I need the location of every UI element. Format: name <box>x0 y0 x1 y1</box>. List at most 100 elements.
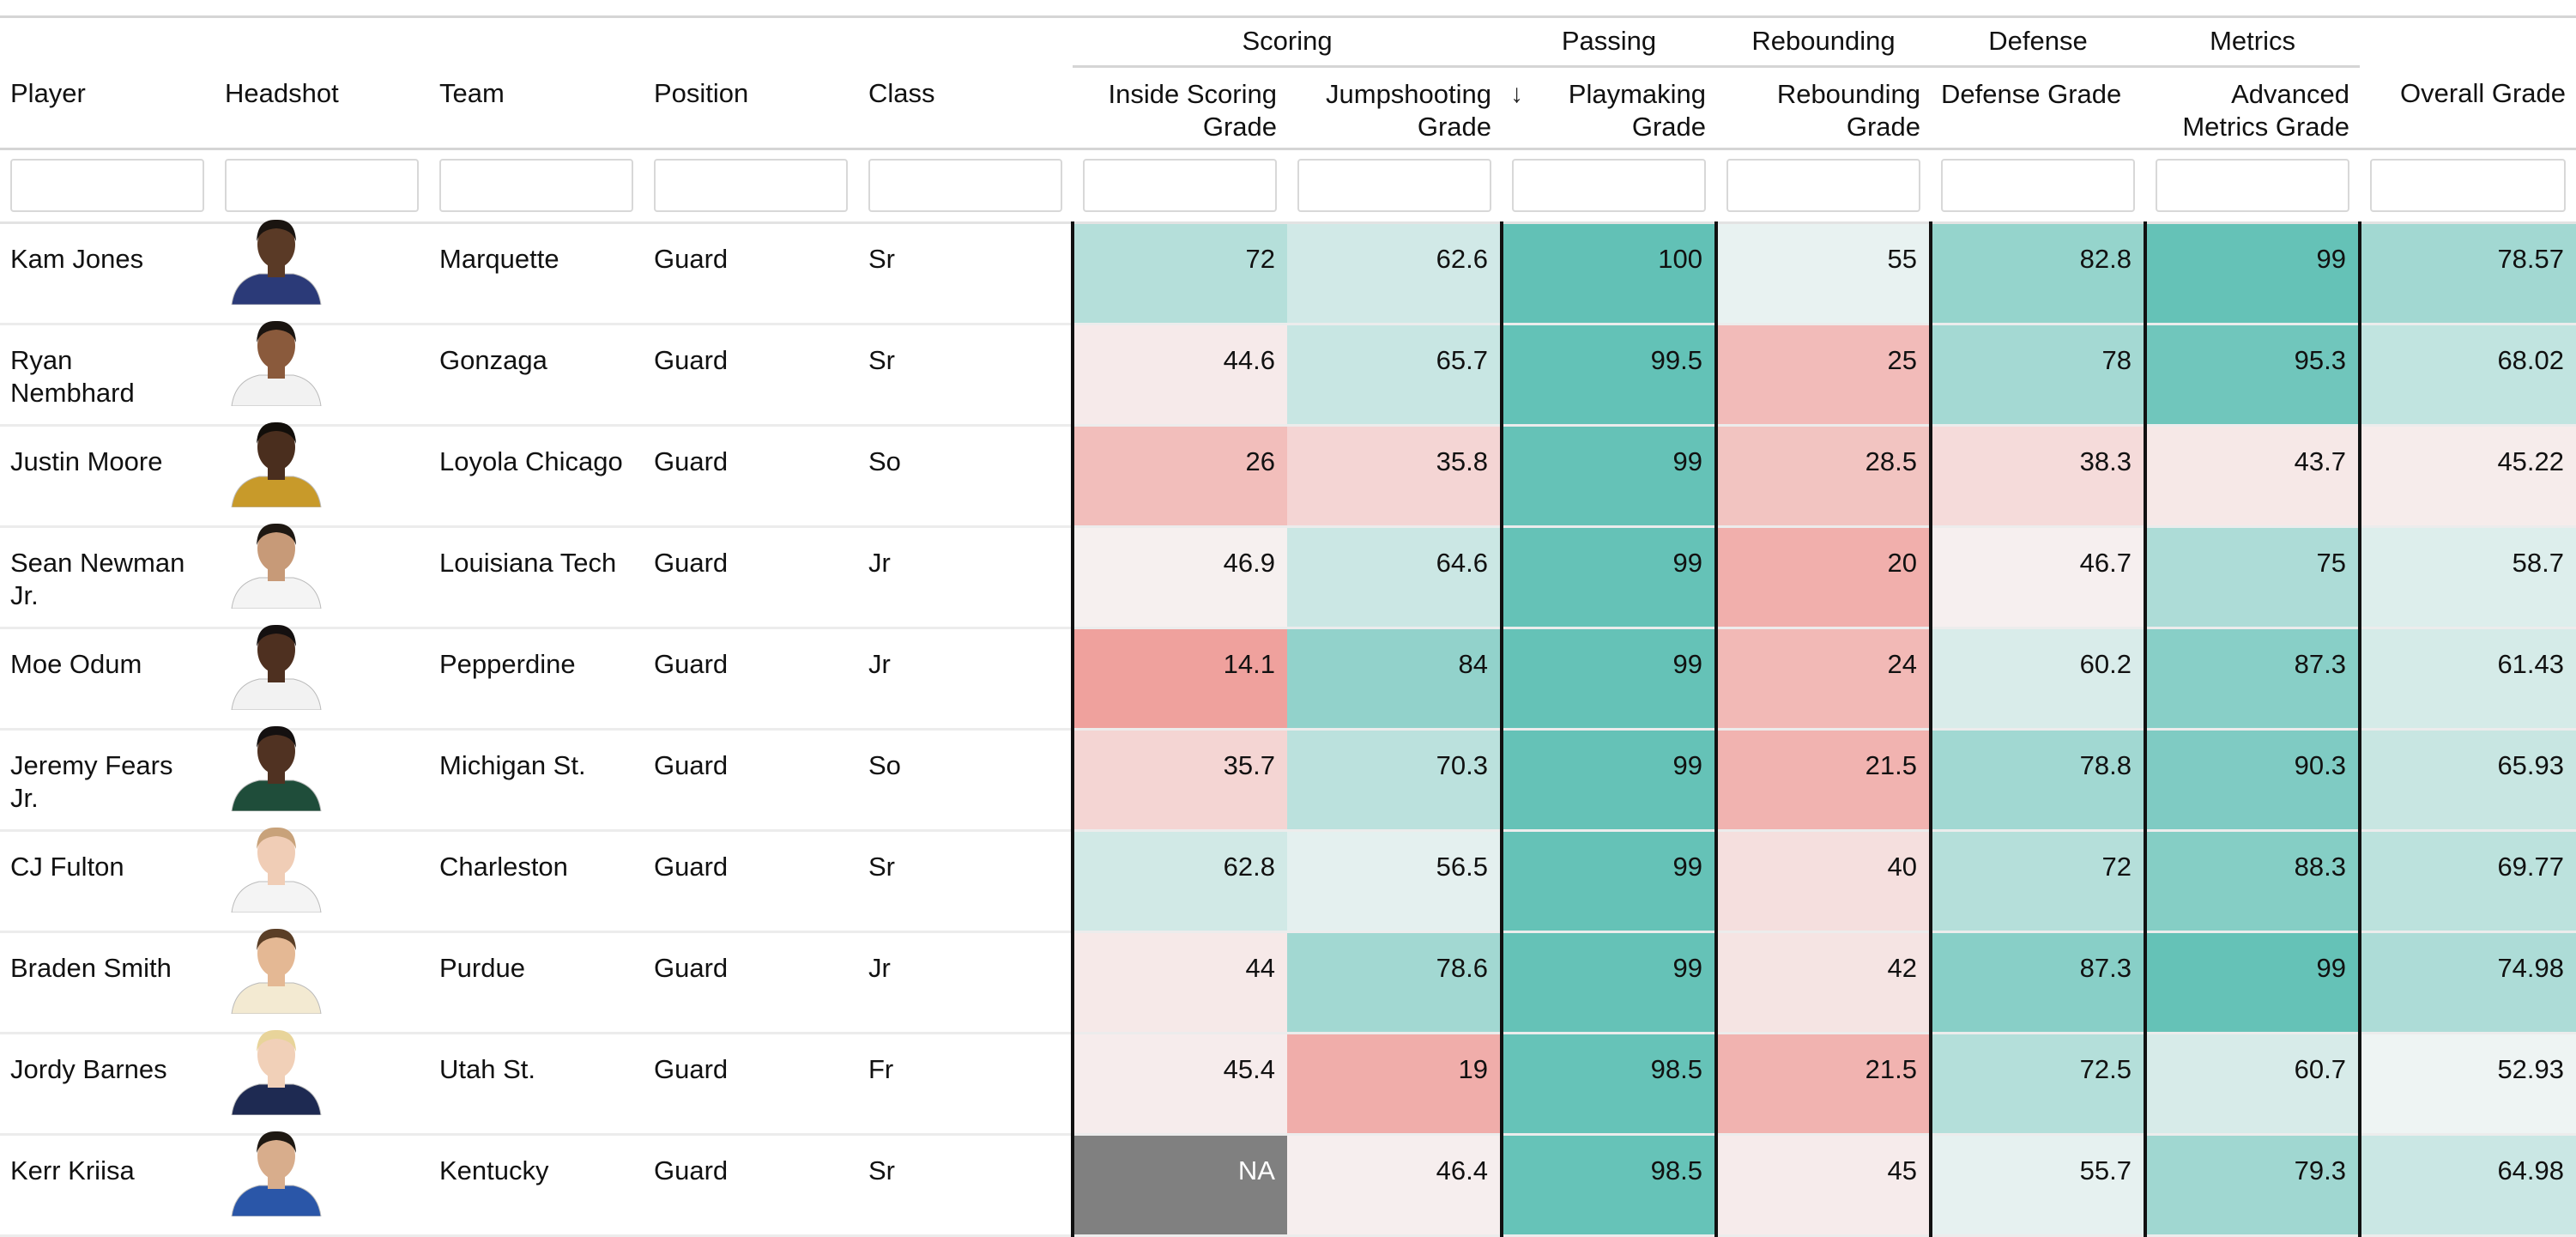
playmaking-cell: 99 <box>1500 729 1717 832</box>
team-cell: Charleston <box>429 830 644 933</box>
team-cell: Purdue <box>429 931 644 1034</box>
position-cell: Guard <box>644 628 858 731</box>
overall-cell: 61.43 <box>2358 628 2576 731</box>
filter-team-input[interactable] <box>439 158 633 212</box>
table-row[interactable]: Ryan Nembhard Gonzaga Guard Sr 44.6 65.7 99.5 25… <box>0 320 2576 427</box>
table-row[interactable]: Braden Smith Purdue Guard Jr 44 78.6 99 42 87.3 9… <box>0 928 2576 1034</box>
filter-playmaking-input[interactable] <box>1512 158 1707 212</box>
defense-cell: 60.2 <box>1929 628 2146 731</box>
advanced-metrics-cell: 95.3 <box>2144 324 2361 427</box>
player-name-cell: Kerr Kriisa <box>0 1134 215 1237</box>
player-name: CJ Fulton <box>10 852 124 882</box>
team-cell: Pepperdine <box>429 628 644 731</box>
column-header-row: Player Headshot Team Position Class Insi… <box>0 66 2576 150</box>
table-row[interactable]: Justin Moore Loyola Chicago Guard So 26 35.8 9… <box>0 421 2576 528</box>
jumpshooting-cell: 78.6 <box>1287 931 1503 1034</box>
table-row[interactable]: Jeremy Fears Jr. Michigan St. Guard So 35.7 70… <box>0 725 2576 832</box>
filter-overall-input[interactable] <box>2370 158 2567 212</box>
class-cell: Sr <box>858 222 1073 325</box>
team-cell: Marquette <box>429 222 644 325</box>
player-headshot-image <box>231 624 322 710</box>
col-header-inside-scoring[interactable]: Inside Scoring Grade <box>1073 66 1287 150</box>
table-row[interactable]: Moe Odum Pepperdine Guard Jr 14.1 84 99 24 60.2 8… <box>0 624 2576 731</box>
inside-scoring-cell: 62.8 <box>1071 830 1287 933</box>
table-row[interactable]: Sean Newman Jr. Louisiana Tech Guard Jr 46.9 6… <box>0 523 2576 629</box>
filter-cell <box>429 149 644 224</box>
jumpshooting-cell: 19 <box>1287 1033 1503 1136</box>
playmaking-cell: 99 <box>1500 931 1717 1034</box>
group-rebounding: Rebounding <box>1716 16 1932 68</box>
inside-scoring-cell: NA <box>1071 1134 1287 1237</box>
group-passing: Passing <box>1502 16 1717 68</box>
col-header-label: Inside Scoring <box>1108 79 1277 109</box>
rebounding-cell: 55 <box>1714 222 1932 325</box>
table-row[interactable]: Kerr Kriisa Kentucky Guard Sr NA 46.4 98.5 45 55… <box>0 1131 2576 1237</box>
filter-rebounding-input[interactable] <box>1726 158 1921 212</box>
filter-position-input[interactable] <box>654 158 848 212</box>
table-body: Kam Jones Marquette Guard Sr 72 62.6 100 55 82.8… <box>0 219 2576 1237</box>
advanced-metrics-cell: 90.3 <box>2144 729 2361 832</box>
overall-cell: 65.93 <box>2358 729 2576 832</box>
col-header-label: Grade <box>1631 112 1707 142</box>
position-cell: Guard <box>644 526 858 629</box>
defense-cell: 72 <box>1929 830 2146 933</box>
player-name-cell: Kam Jones <box>0 222 215 325</box>
table-row[interactable]: CJ Fulton Charleston Guard Sr 62.8 56.5 99 40 72… <box>0 827 2576 933</box>
overall-cell: 68.02 <box>2358 324 2576 427</box>
col-header-position[interactable]: Position <box>644 66 858 150</box>
filter-cell <box>858 149 1073 224</box>
filter-inside-scoring-input[interactable] <box>1083 158 1277 212</box>
filter-advanced-metrics-input[interactable] <box>2156 158 2350 212</box>
filter-jumpshooting-input[interactable] <box>1297 158 1492 212</box>
player-headshot-image <box>231 928 322 1014</box>
filter-headshot-input[interactable] <box>225 158 419 212</box>
headshot-cell <box>215 725 429 832</box>
team-cell: Loyola Chicago <box>429 425 644 528</box>
col-header-playmaking[interactable]: ↓ Playmaking Grade <box>1502 66 1717 150</box>
headshot-cell <box>215 827 429 933</box>
inside-scoring-cell: 72 <box>1071 222 1287 325</box>
player-name-cell: Moe Odum <box>0 628 215 731</box>
filter-cell <box>2360 149 2576 224</box>
player-name-cell: Jordy Barnes <box>0 1033 215 1136</box>
group-defense: Defense <box>1931 16 2146 68</box>
col-header-overall[interactable]: Overall Grade <box>2360 66 2576 150</box>
rebounding-cell: 40 <box>1714 830 1932 933</box>
defense-cell: 78 <box>1929 324 2146 427</box>
class-cell: Jr <box>858 628 1073 731</box>
group-scoring: Scoring <box>1073 16 1503 68</box>
col-header-headshot[interactable]: Headshot <box>215 66 429 150</box>
col-header-team[interactable]: Team <box>429 66 644 150</box>
headshot-cell <box>215 928 429 1034</box>
player-headshot-image <box>231 320 322 406</box>
class-cell: Sr <box>858 830 1073 933</box>
filter-defense-input[interactable] <box>1941 158 2136 212</box>
filter-cell <box>1502 149 1717 224</box>
playmaking-cell: 99 <box>1500 526 1717 629</box>
player-name-cell: Sean Newman Jr. <box>0 526 215 629</box>
class-cell: Sr <box>858 1134 1073 1237</box>
playmaking-cell: 98.5 <box>1500 1134 1717 1237</box>
col-header-player[interactable]: Player <box>0 66 215 150</box>
col-header-class[interactable]: Class <box>858 66 1073 150</box>
col-header-rebounding[interactable]: Rebounding Grade <box>1716 66 1932 150</box>
inside-scoring-cell: 14.1 <box>1071 628 1287 731</box>
filter-class-input[interactable] <box>868 158 1062 212</box>
filter-cell <box>215 149 429 224</box>
inside-scoring-cell: 44 <box>1071 931 1287 1034</box>
col-header-advanced-metrics[interactable]: Advanced Metrics Grade <box>2145 66 2361 150</box>
playmaking-cell: 99 <box>1500 425 1717 528</box>
player-name: Sean Newman <box>10 548 185 578</box>
team-cell: Utah St. <box>429 1033 644 1136</box>
inside-scoring-cell: 45.4 <box>1071 1033 1287 1136</box>
inside-scoring-cell: 44.6 <box>1071 324 1287 427</box>
table-row[interactable]: Jordy Barnes Utah St. Guard Fr 45.4 19 98.5 21.… <box>0 1029 2576 1136</box>
player-name-cell: Ryan Nembhard <box>0 324 215 427</box>
col-header-jumpshooting[interactable]: Jumpshooting Grade <box>1287 66 1503 150</box>
group-spacer-end <box>2360 17 2576 67</box>
player-name: Jeremy Fears <box>10 750 173 780</box>
table-row[interactable]: Kam Jones Marquette Guard Sr 72 62.6 100 55 82.8… <box>0 219 2576 325</box>
col-header-defense[interactable]: Defense Grade <box>1931 66 2146 150</box>
rebounding-cell: 28.5 <box>1714 425 1932 528</box>
filter-player-input[interactable] <box>10 158 204 212</box>
